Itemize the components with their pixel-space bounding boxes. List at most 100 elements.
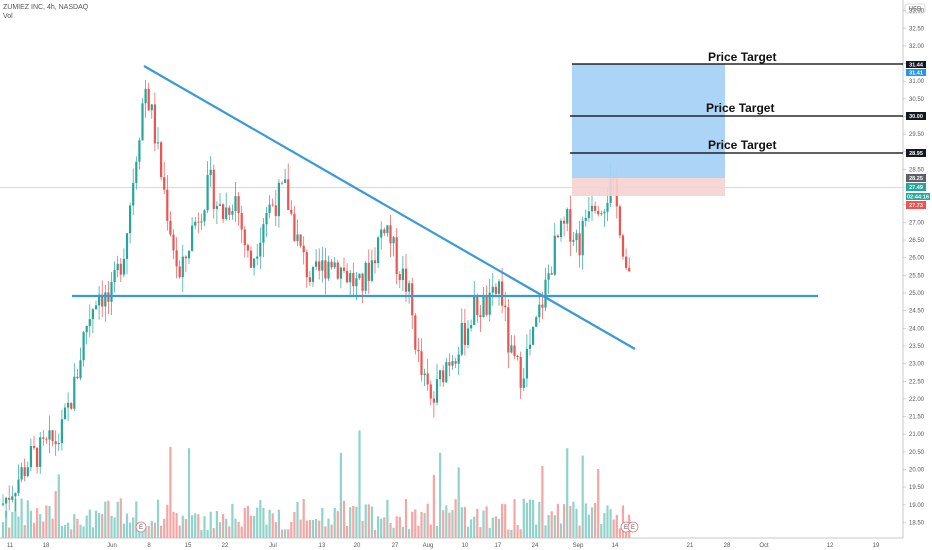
candle-body: [584, 217, 587, 221]
candle-body: [225, 207, 228, 220]
candle-body: [504, 305, 507, 308]
candle-body: [45, 438, 48, 440]
volume-bar: [507, 529, 510, 538]
volume-bar: [215, 510, 218, 538]
volume-bar: [172, 511, 175, 538]
price-tag-target-2: [906, 112, 926, 120]
volume-bar: [414, 509, 417, 538]
volume-bar: [460, 507, 463, 538]
volume-bar: [284, 529, 287, 538]
price-target-label-3[interactable]: Price Target: [708, 138, 776, 152]
candle-body: [163, 177, 166, 190]
candle-body: [383, 229, 386, 234]
candle-body: [122, 258, 125, 275]
candle-body: [550, 273, 553, 275]
price-target-label-1[interactable]: Price Target: [708, 50, 776, 64]
candle-body: [398, 274, 401, 280]
price-tick-label: 27.00: [909, 220, 925, 226]
candle-body: [339, 267, 342, 279]
candle-body: [132, 182, 135, 206]
candle-body: [17, 479, 20, 494]
time-tick-label: Aug: [423, 543, 434, 549]
time-tick-label: 18: [43, 543, 50, 549]
earnings-marker-3[interactable]: E: [627, 521, 639, 533]
volume-bar: [587, 514, 590, 538]
candle-body: [290, 209, 293, 214]
time-tick-label: 11: [7, 543, 14, 549]
candle-body: [470, 325, 473, 329]
candle-body: [14, 493, 17, 497]
candle-body: [113, 270, 116, 283]
candle-body: [513, 345, 516, 356]
volume-indicator-label[interactable]: Vol: [3, 13, 13, 20]
volume-bar: [575, 508, 578, 538]
volume-bar: [187, 448, 191, 538]
earnings-marker-1[interactable]: E: [135, 521, 147, 533]
volume-bar: [181, 515, 184, 538]
candle-body: [141, 103, 144, 141]
candle-body: [361, 273, 364, 291]
price-tick-label: 25.50: [909, 273, 925, 279]
candle-body: [48, 430, 51, 440]
earnings-marker-2-label: E: [624, 525, 628, 531]
volume-bar: [401, 526, 404, 538]
volume-bar: [48, 506, 51, 538]
time-tick-label: Oct: [759, 543, 769, 549]
candle-body: [603, 211, 606, 214]
volume-bar: [615, 514, 618, 538]
volume-bar: [473, 516, 476, 538]
volume-bar: [60, 525, 63, 538]
price-tick-label: 20.50: [909, 450, 925, 456]
symbol-title[interactable]: ZUMIEZ INC, 4h, NASDAQ: [3, 4, 89, 11]
descending-trendline[interactable]: [143, 65, 636, 350]
volume-bar: [408, 529, 411, 538]
volume-bar: [265, 524, 268, 538]
candle-body: [178, 266, 181, 278]
target-zone[interactable]: [572, 64, 725, 178]
volume-bar: [445, 505, 448, 538]
volume-bar: [166, 504, 169, 538]
volume-bar: [26, 500, 29, 538]
volume-bar: [538, 501, 541, 538]
candle-body: [265, 212, 268, 225]
volume-bar: [1, 522, 5, 538]
volume-bar: [566, 448, 569, 538]
price-tag-last: [906, 183, 926, 191]
candle-body: [315, 261, 318, 267]
volume-bar: [513, 499, 516, 538]
volume-bar: [504, 504, 507, 538]
volume-bar: [240, 526, 243, 538]
candle-body: [191, 225, 194, 251]
candle-body: [11, 496, 14, 500]
stop-zone[interactable]: [572, 178, 725, 196]
volume-bar: [417, 525, 420, 538]
earnings-marker-1-label: E: [139, 525, 143, 531]
candle-body: [70, 402, 73, 409]
volume-bar: [590, 507, 594, 538]
candle-body: [439, 370, 442, 380]
volume-bar: [315, 518, 318, 538]
volume-bar: [556, 503, 559, 538]
candle-body: [240, 213, 243, 230]
candle-body: [63, 407, 67, 420]
time-tick-label: Sep: [573, 543, 584, 549]
candle-body: [448, 362, 451, 366]
candle-body: [423, 373, 426, 375]
earnings-marker-3-label: E: [631, 525, 635, 531]
candle-body: [485, 296, 488, 315]
candle-body: [91, 309, 94, 320]
price-target-label-2[interactable]: Price Target: [706, 101, 774, 115]
price-tick-label: 19.00: [909, 503, 925, 509]
price-tag-target-1b: [906, 69, 926, 76]
candle-body: [144, 88, 147, 104]
time-tick-label: 20: [354, 543, 361, 549]
candle-body: [138, 140, 141, 162]
candle-body: [507, 307, 510, 353]
candle-body: [187, 250, 191, 259]
volume-bar: [426, 503, 429, 538]
candle-body: [497, 281, 501, 294]
price-tag-stop-text: 28.25: [909, 176, 923, 182]
candle-body: [417, 349, 420, 352]
volume-bar: [346, 526, 349, 538]
